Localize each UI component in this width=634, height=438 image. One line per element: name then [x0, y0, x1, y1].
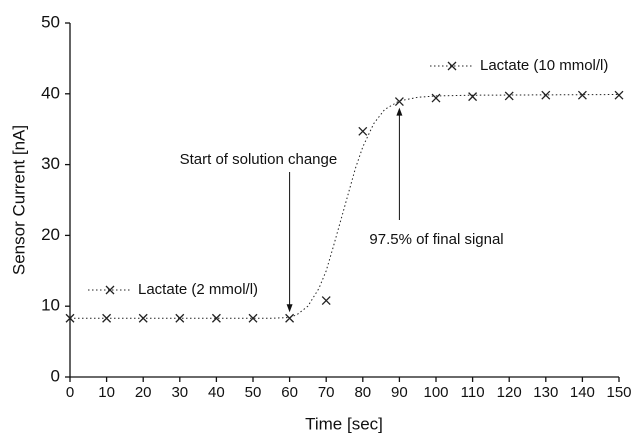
marker — [614, 90, 624, 100]
marker — [468, 92, 478, 102]
marker — [175, 313, 185, 323]
x-tick-label: 120 — [497, 384, 522, 401]
y-axis-label: Sensor Current [nA] — [9, 125, 28, 275]
marker — [321, 296, 331, 305]
x-tick-label: 140 — [570, 384, 595, 401]
x-tick-label: 90 — [391, 384, 408, 401]
y-tick-label: 0 — [51, 366, 60, 385]
y-tick-label: 20 — [41, 225, 60, 244]
y-tick-label: 40 — [41, 83, 60, 102]
arrow-head — [286, 304, 293, 313]
x-tick-label: 30 — [171, 384, 188, 401]
marker — [504, 91, 514, 101]
legend-marker — [105, 285, 115, 295]
y-tick-label: 30 — [41, 154, 60, 173]
legend-label: Lactate (2 mmol/l) — [138, 281, 258, 298]
x-tick-label: 150 — [606, 384, 631, 401]
marker — [65, 313, 75, 323]
annotation: 97.5% of final signal — [369, 231, 503, 248]
x-axis-label: Time [sec] — [305, 414, 383, 433]
legend-marker — [447, 61, 457, 71]
annotation: Start of solution change — [180, 151, 338, 168]
marker — [138, 313, 148, 323]
y-tick-label: 10 — [41, 296, 60, 315]
x-tick-label: 110 — [461, 384, 485, 401]
marker — [248, 313, 258, 323]
x-tick-label: 100 — [423, 384, 448, 401]
marker — [577, 90, 587, 100]
axes — [69, 23, 619, 378]
x-tick-label: 130 — [533, 384, 558, 401]
marker — [285, 313, 295, 323]
x-tick-label: 10 — [98, 384, 115, 401]
legend-label: Lactate (10 mmol/l) — [480, 57, 608, 74]
marker — [431, 93, 441, 103]
marker — [541, 90, 551, 100]
x-tick-label: 20 — [135, 384, 152, 401]
x-tick-label: 80 — [354, 384, 371, 401]
marker — [102, 313, 112, 323]
arrow-head — [396, 107, 403, 116]
marker — [211, 313, 221, 323]
fit-curve — [70, 94, 620, 319]
x-tick-label: 0 — [66, 384, 74, 401]
x-tick-label: 60 — [281, 384, 298, 401]
x-tick-label: 50 — [245, 384, 262, 401]
marker — [394, 97, 404, 107]
x-tick-label: 70 — [318, 384, 335, 401]
y-tick-label: 50 — [41, 12, 60, 31]
marker — [358, 126, 368, 136]
x-tick-label: 40 — [208, 384, 225, 401]
